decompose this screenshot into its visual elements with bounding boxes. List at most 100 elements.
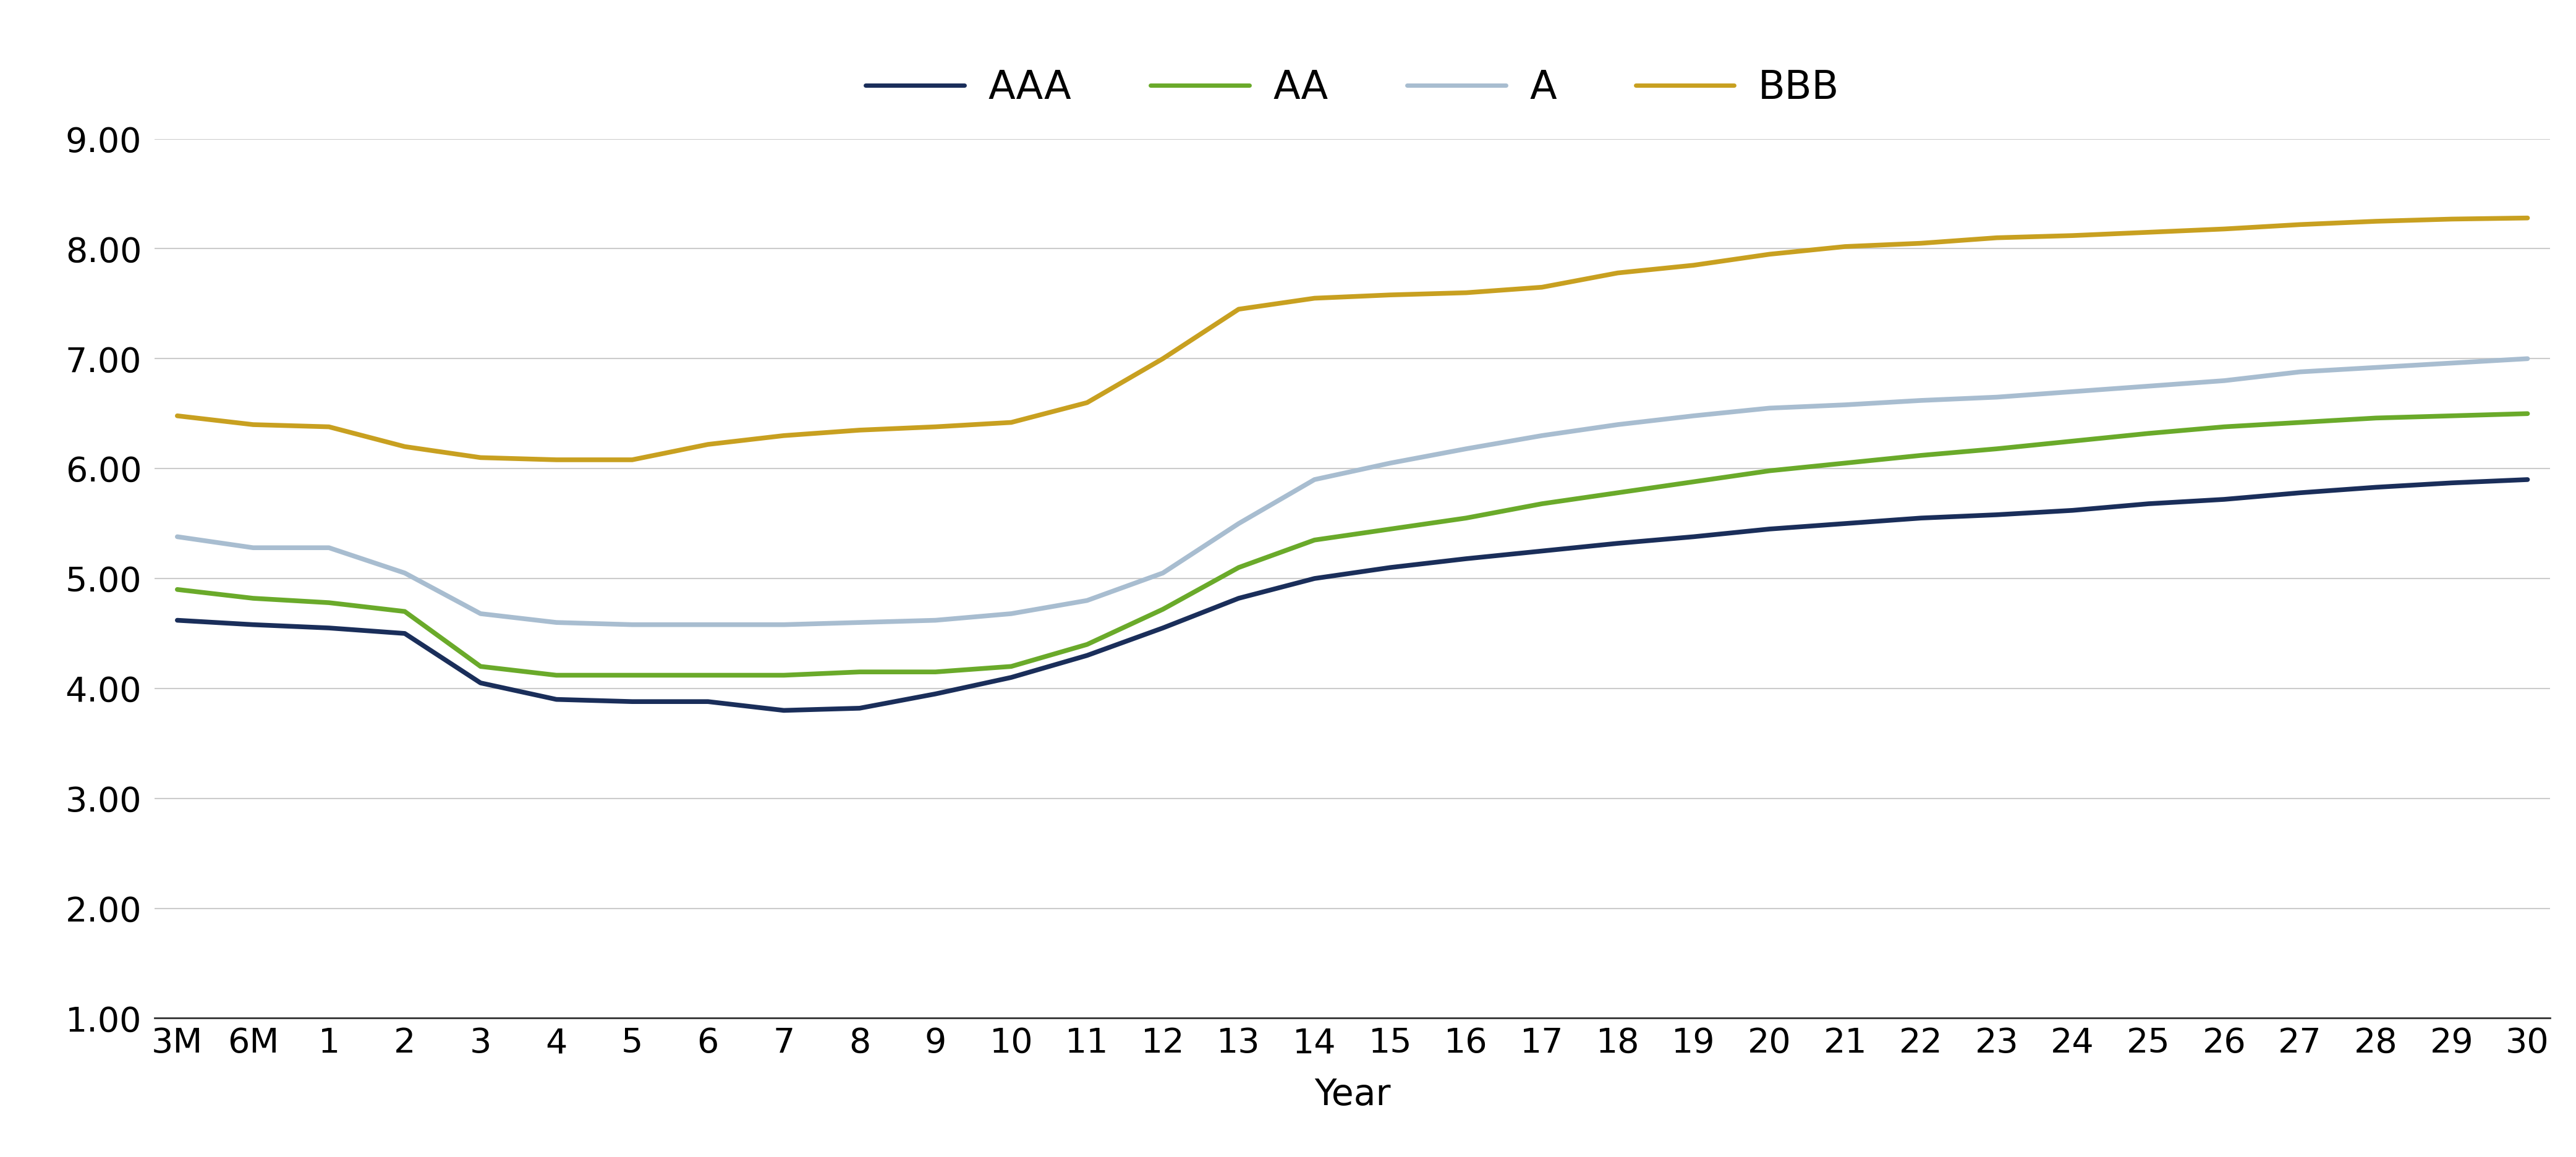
BBB [2058, 229, 2089, 243]
AA [997, 659, 1028, 673]
A [541, 616, 572, 629]
A [1981, 390, 2012, 404]
AA [1072, 638, 1103, 651]
AA [2512, 407, 2543, 421]
BBB [1450, 286, 1481, 300]
A [1072, 594, 1103, 607]
AA [1906, 449, 1937, 463]
A [920, 613, 951, 627]
AAA [1829, 516, 1860, 530]
AAA [2512, 473, 2543, 487]
AAA [237, 618, 268, 632]
AAA [1981, 508, 2012, 522]
A [1829, 398, 1860, 412]
A [768, 618, 799, 632]
A [1224, 516, 1255, 530]
AAA [541, 692, 572, 706]
AA [1376, 522, 1406, 536]
AA [237, 591, 268, 605]
BBB [845, 423, 876, 437]
A [1146, 566, 1177, 580]
AAA [2208, 493, 2239, 507]
A [466, 606, 497, 620]
A [2360, 361, 2391, 375]
BBB [389, 440, 420, 454]
A [997, 606, 1028, 620]
AAA [1298, 572, 1329, 585]
AA [2285, 415, 2316, 429]
AA [2437, 408, 2468, 422]
A [1298, 473, 1329, 487]
AAA [693, 694, 724, 708]
A [616, 618, 647, 632]
BBB [2437, 212, 2468, 226]
AAA [1677, 530, 1708, 544]
X-axis label: Year: Year [1314, 1077, 1391, 1113]
AAA [389, 627, 420, 641]
BBB [1981, 231, 2012, 245]
BBB [1906, 236, 1937, 250]
AAA [1754, 522, 1785, 536]
BBB [616, 452, 647, 466]
BBB [1677, 258, 1708, 272]
A [389, 566, 420, 580]
BBB [1528, 280, 1558, 294]
AA [541, 669, 572, 683]
AAA [845, 701, 876, 715]
BBB [1376, 288, 1406, 302]
AAA [920, 687, 951, 701]
AAA [1528, 544, 1558, 558]
AA [162, 583, 193, 597]
BBB [1146, 352, 1177, 366]
BBB [541, 452, 572, 466]
BBB [1298, 292, 1329, 305]
BBB [162, 408, 193, 422]
AA [1754, 464, 1785, 478]
A [314, 540, 345, 554]
AAA [1906, 511, 1937, 525]
AA [845, 665, 876, 679]
AAA [768, 703, 799, 717]
BBB [1602, 266, 1633, 280]
A [2133, 379, 2164, 393]
A [845, 616, 876, 629]
AA [1298, 533, 1329, 547]
AAA [997, 671, 1028, 685]
AAA [616, 694, 647, 708]
AAA [1146, 621, 1177, 635]
AA [1528, 496, 1558, 510]
AA [920, 665, 951, 679]
Line: A: A [178, 359, 2527, 625]
AA [1677, 474, 1708, 488]
A [1450, 442, 1481, 456]
Line: AA: AA [178, 414, 2527, 676]
A [693, 618, 724, 632]
AAA [1376, 561, 1406, 575]
AAA [162, 613, 193, 627]
BBB [1224, 302, 1255, 316]
A [1754, 401, 1785, 415]
AA [389, 604, 420, 618]
AA [2133, 427, 2164, 441]
BBB [997, 415, 1028, 429]
BBB [768, 429, 799, 443]
A [2058, 384, 2089, 398]
A [1528, 429, 1558, 443]
BBB [693, 437, 724, 451]
AA [314, 596, 345, 610]
A [2285, 364, 2316, 378]
A [1602, 418, 1633, 432]
AA [2058, 434, 2089, 448]
AAA [2360, 480, 2391, 494]
A [1677, 408, 1708, 422]
AA [2208, 420, 2239, 434]
BBB [1754, 248, 1785, 261]
A [1906, 393, 1937, 407]
BBB [920, 420, 951, 434]
AAA [1072, 648, 1103, 662]
AAA [1450, 552, 1481, 566]
BBB [314, 420, 345, 434]
AAA [2058, 503, 2089, 517]
BBB [237, 418, 268, 432]
AA [768, 669, 799, 683]
